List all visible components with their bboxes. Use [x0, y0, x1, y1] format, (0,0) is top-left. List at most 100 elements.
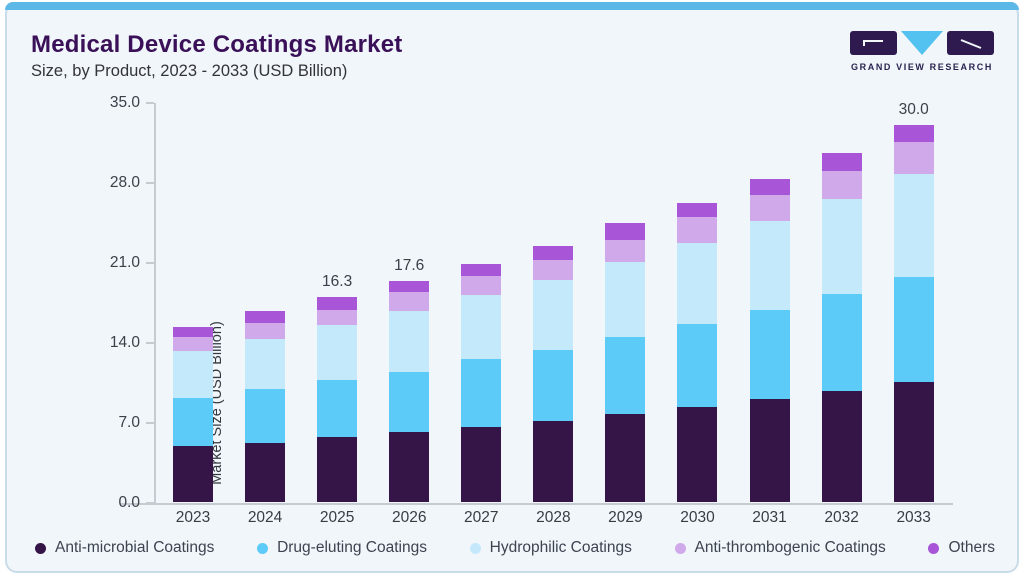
x-axis-line — [120, 503, 953, 505]
legend-item-anti-thrombogenic-coatings: Anti-thrombogenic Coatings — [674, 539, 886, 557]
bar-2032-segment-others — [821, 153, 862, 171]
bar-2024-segment-hydrophilic-coatings — [245, 338, 286, 389]
y-tick-label: 28.0 — [109, 174, 140, 191]
bar-2032-segment-drug-eluting-coatings — [821, 293, 862, 392]
bar-2030-segment-anti-thrombogenic-coatings — [677, 217, 718, 243]
bar-2028-segment-others — [533, 246, 574, 260]
bar-2031-segment-anti-thrombogenic-coatings — [749, 194, 790, 221]
bar-2026-segment-hydrophilic-coatings — [389, 311, 430, 372]
bar-2025 — [317, 297, 358, 502]
y-tick-label: 35.0 — [109, 94, 140, 111]
logo-wordmark: GRAND VIEW RESEARCH — [851, 62, 993, 72]
bar-2027-segment-others — [461, 264, 502, 276]
y-tick-mark — [146, 182, 154, 184]
bar-2030-segment-others — [677, 202, 718, 218]
stacked-bar-plot: Market Size (USD Billion) 0.0 7.0 14.0 21.0… — [110, 94, 953, 526]
x-tick-label-2030: 2030 — [680, 509, 715, 526]
bar-2028-segment-hydrophilic-coatings — [533, 280, 574, 350]
chart-card: Medical Device Coatings Market Size, by … — [5, 2, 1019, 573]
bar-2025-segment-anti-microbial-coatings — [317, 436, 358, 502]
bar-value-label-2025: 16.3 — [322, 273, 353, 291]
bar-2027-segment-drug-eluting-coatings — [461, 359, 502, 427]
bar-2029-segment-anti-microbial-coatings — [605, 413, 646, 502]
bar-2029-segment-others — [605, 223, 646, 241]
bar-2030 — [677, 202, 718, 502]
bar-2026-segment-anti-microbial-coatings — [389, 432, 430, 502]
x-tick-label-2023: 2023 — [175, 509, 211, 526]
legend-item-drug-eluting-coatings: Drug-eluting Coatings — [257, 539, 427, 557]
logo-v-triangle-icon — [901, 31, 943, 55]
x-tick-label-2027: 2027 — [464, 509, 499, 526]
y-tick-label: 7.0 — [118, 414, 140, 431]
bar-2030-segment-hydrophilic-coatings — [677, 242, 718, 324]
bar-2024-segment-drug-eluting-coatings — [245, 388, 286, 443]
bar-2032-segment-anti-microbial-coatings — [821, 391, 862, 502]
x-tick-label-2028: 2028 — [536, 509, 571, 526]
bar-2028-segment-anti-microbial-coatings — [533, 420, 574, 502]
bar-2023-segment-hydrophilic-coatings — [173, 351, 213, 398]
legend-label-hydrophilic-coatings: Hydrophilic Coatings — [489, 539, 632, 556]
bar-2030-segment-anti-microbial-coatings — [677, 407, 718, 502]
chart-title: Medical Device Coatings Market — [31, 31, 403, 58]
logo-r-icon — [960, 39, 982, 49]
x-tick-label-2032: 2032 — [824, 509, 859, 526]
y-tick-mark — [146, 422, 154, 424]
bar-2026 — [389, 281, 430, 502]
bar-2024-segment-others — [245, 311, 286, 323]
bar-2031-segment-anti-microbial-coatings — [749, 399, 790, 502]
bar-2033-segment-hydrophilic-coatings — [893, 174, 934, 277]
bar-2032 — [821, 153, 862, 502]
y-tick-mark — [146, 262, 154, 264]
bar-2023-segment-anti-microbial-coatings — [173, 445, 213, 502]
bar-2028-segment-anti-thrombogenic-coatings — [533, 259, 574, 281]
grand-view-research-logo: GRAND VIEW RESEARCH — [847, 31, 997, 72]
bar-value-label-2026: 17.6 — [394, 257, 425, 275]
legend-dot-hydrophilic-coatings — [469, 542, 481, 554]
bar-2033-segment-others — [893, 124, 934, 142]
y-tick-mark — [146, 342, 154, 344]
x-tick-label-2026: 2026 — [391, 509, 427, 526]
logo-g-icon — [863, 40, 883, 46]
bar-2023 — [173, 327, 213, 502]
bar-2030-segment-drug-eluting-coatings — [677, 323, 718, 408]
bar-value-label-2033: 30.0 — [898, 100, 929, 118]
x-tick-label-2031: 2031 — [752, 509, 787, 526]
bar-2033-segment-anti-microbial-coatings — [893, 381, 934, 502]
logo-g-block — [850, 31, 897, 55]
y-tick-mark — [146, 102, 154, 104]
logo-glyphs — [847, 31, 997, 56]
bar-2026-segment-anti-thrombogenic-coatings — [389, 291, 430, 312]
top-accent-bar — [5, 2, 1019, 10]
legend-label-anti-thrombogenic-coatings: Anti-thrombogenic Coatings — [694, 539, 886, 556]
bar-2033-segment-anti-thrombogenic-coatings — [893, 142, 934, 174]
bar-2023-segment-anti-thrombogenic-coatings — [173, 337, 213, 352]
bar-2026-segment-others — [389, 281, 430, 292]
bar-2027-segment-anti-microbial-coatings — [461, 426, 502, 502]
bar-2027 — [461, 264, 502, 502]
legend-dot-drug-eluting-coatings — [257, 542, 269, 554]
bar-2031-segment-drug-eluting-coatings — [749, 310, 790, 400]
bar-2027-segment-hydrophilic-coatings — [461, 295, 502, 360]
legend-label-drug-eluting-coatings: Drug-eluting Coatings — [277, 539, 427, 556]
y-tick-mark — [146, 502, 154, 504]
x-tick-label-2025: 2025 — [319, 509, 355, 526]
bar-2029-segment-hydrophilic-coatings — [605, 262, 646, 338]
legend-item-others: Others — [928, 539, 995, 557]
y-tick-label: 21.0 — [109, 254, 140, 271]
legend-item-hydrophilic-coatings: Hydrophilic Coatings — [469, 539, 632, 557]
legend: Anti-microbial Coatings Drug-eluting Coat… — [35, 539, 995, 557]
bar-2029 — [605, 223, 646, 502]
legend-label-anti-microbial-coatings: Anti-microbial Coatings — [55, 539, 215, 556]
bar-2033-segment-drug-eluting-coatings — [893, 276, 934, 382]
legend-dot-anti-thrombogenic-coatings — [674, 542, 686, 554]
x-tick-label-2033: 2033 — [896, 509, 931, 526]
bar-2025-segment-hydrophilic-coatings — [317, 324, 358, 380]
bar-2025-segment-drug-eluting-coatings — [317, 379, 358, 437]
legend-dot-anti-microbial-coatings — [35, 542, 46, 554]
legend-label-others: Others — [948, 539, 995, 556]
bar-2028 — [533, 246, 574, 502]
bar-2032-segment-hydrophilic-coatings — [821, 199, 862, 294]
legend-dot-others — [928, 542, 940, 554]
logo-r-block — [947, 31, 994, 55]
